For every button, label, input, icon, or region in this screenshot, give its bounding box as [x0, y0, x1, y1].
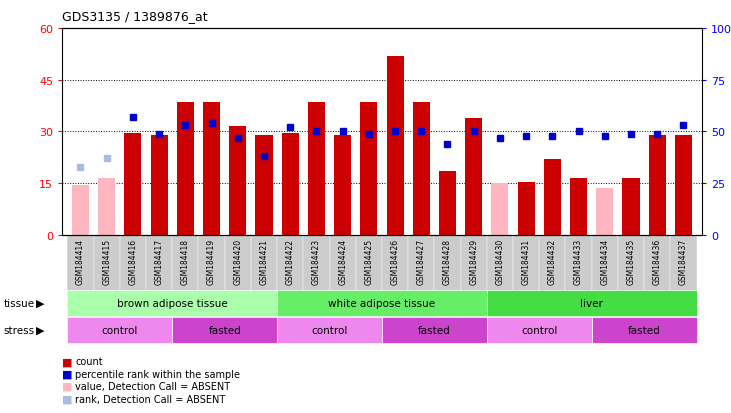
Text: percentile rank within the sample: percentile rank within the sample — [75, 369, 240, 379]
Text: control: control — [311, 325, 348, 335]
Text: GDS3135 / 1389876_at: GDS3135 / 1389876_at — [62, 10, 208, 23]
Bar — [387, 57, 404, 235]
Bar — [518, 182, 534, 235]
Bar — [334, 135, 351, 235]
Text: ■: ■ — [62, 369, 72, 379]
Text: brown adipose tissue: brown adipose tissue — [117, 298, 227, 308]
Bar — [151, 135, 167, 235]
Text: count: count — [75, 356, 103, 366]
Text: liver: liver — [580, 298, 603, 308]
Bar — [544, 160, 561, 235]
Bar — [596, 189, 613, 235]
Text: control: control — [521, 325, 558, 335]
Bar — [308, 103, 325, 235]
Bar — [72, 185, 89, 235]
Bar — [203, 103, 220, 235]
Text: ■: ■ — [62, 394, 72, 404]
Bar — [465, 119, 482, 235]
Bar — [675, 135, 692, 235]
Bar — [413, 103, 430, 235]
Text: fasted: fasted — [628, 325, 661, 335]
Bar — [98, 178, 115, 235]
Text: ▶: ▶ — [36, 298, 45, 308]
Text: stress: stress — [4, 325, 35, 335]
Text: ■: ■ — [62, 356, 72, 366]
Bar — [360, 103, 377, 235]
Bar — [124, 134, 141, 235]
Text: value, Detection Call = ABSENT: value, Detection Call = ABSENT — [75, 381, 230, 391]
Text: white adipose tissue: white adipose tissue — [328, 298, 436, 308]
Bar — [491, 184, 509, 235]
Bar — [230, 127, 246, 235]
Text: control: control — [102, 325, 138, 335]
Bar — [648, 135, 666, 235]
Text: fasted: fasted — [208, 325, 241, 335]
Bar — [255, 135, 273, 235]
Text: fasted: fasted — [418, 325, 451, 335]
Text: tissue: tissue — [4, 298, 35, 308]
Bar — [623, 178, 640, 235]
Bar — [177, 103, 194, 235]
Bar — [281, 134, 299, 235]
Text: ■: ■ — [62, 381, 72, 391]
Bar — [439, 172, 456, 235]
Text: ▶: ▶ — [36, 325, 45, 335]
Text: rank, Detection Call = ABSENT: rank, Detection Call = ABSENT — [75, 394, 226, 404]
Bar — [570, 178, 587, 235]
